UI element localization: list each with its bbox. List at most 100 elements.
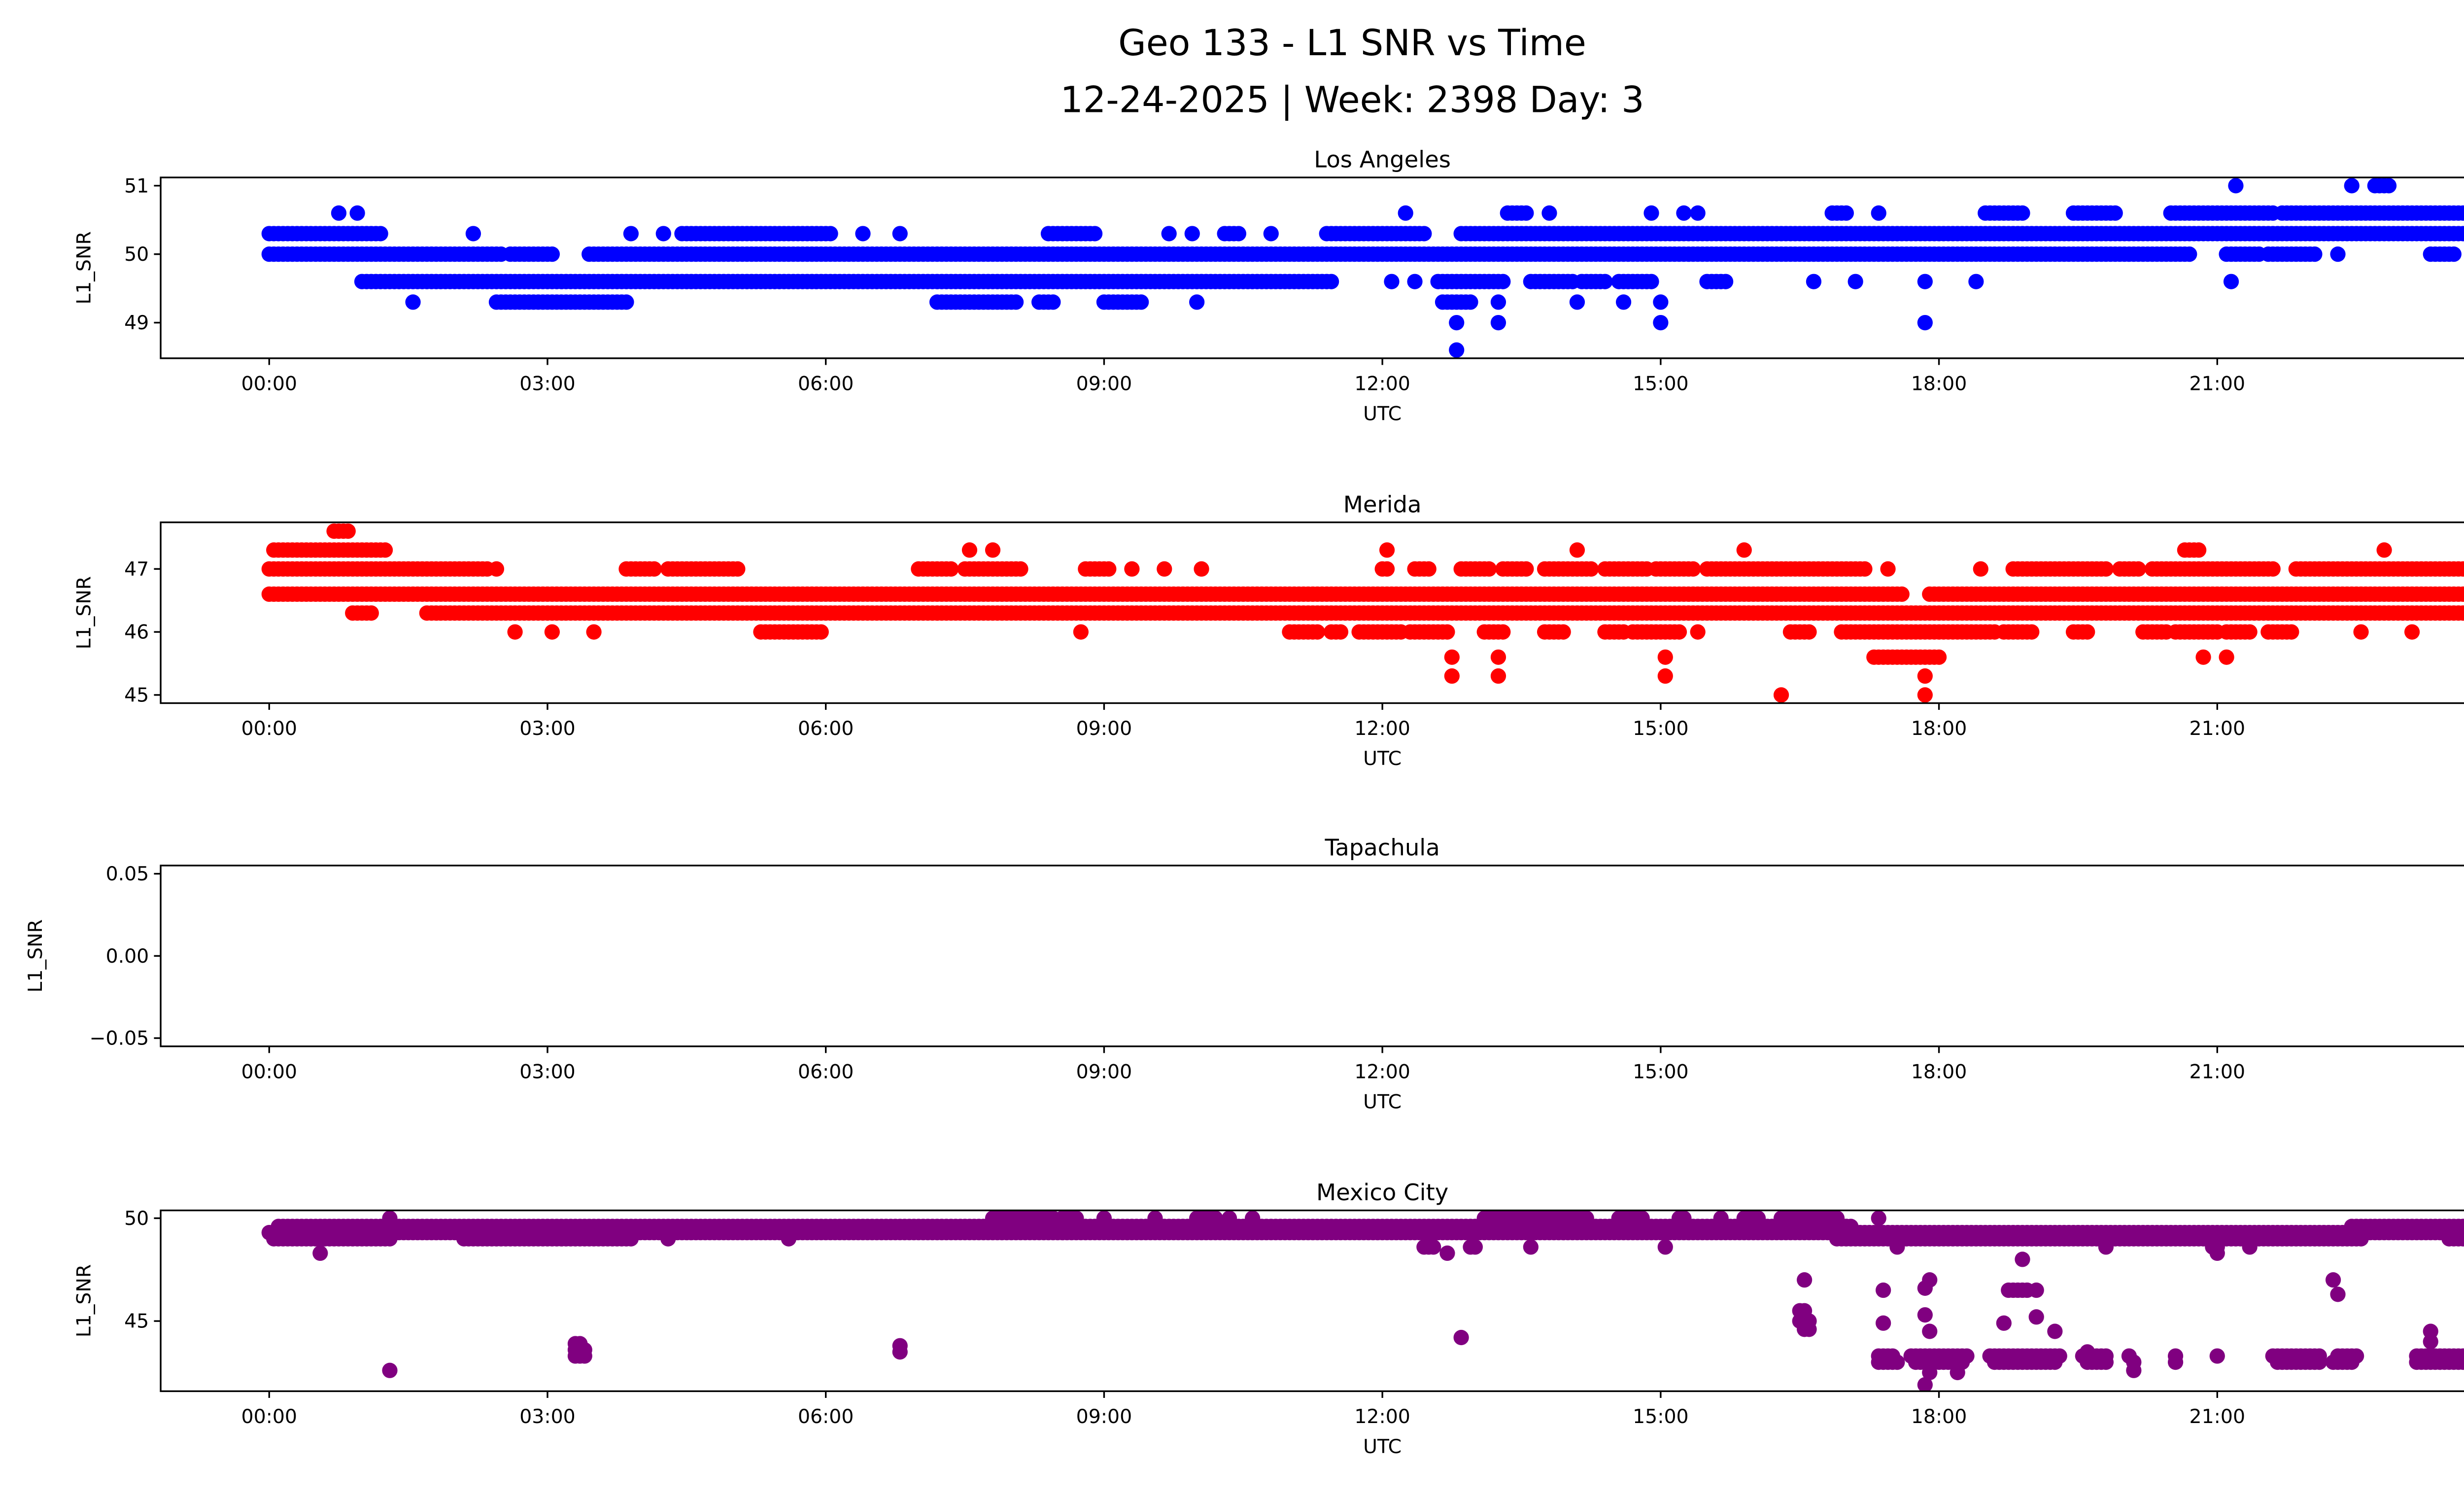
data-point (2228, 178, 2244, 194)
x-tick-label: 21:00 (2190, 372, 2245, 395)
x-tick-label: 21:00 (2190, 1405, 2245, 1428)
data-point (1449, 314, 1465, 331)
data-point (1917, 1307, 1933, 1323)
data-point (2107, 205, 2123, 221)
data-point (781, 1231, 797, 1247)
data-point (1950, 1364, 1965, 1381)
x-tick-label: 18:00 (1911, 717, 1967, 740)
data-point (1583, 561, 1599, 577)
y-axis-label: L1_SNR (72, 231, 95, 304)
data-point (1189, 294, 1205, 310)
data-point (1597, 274, 1613, 289)
data-point (1379, 561, 1395, 577)
scatter-series (261, 1210, 2464, 1391)
data-point (1008, 294, 1024, 310)
data-point (2325, 1272, 2341, 1288)
data-point (2460, 606, 2464, 620)
data-point (1439, 1245, 1455, 1261)
data-point (1876, 1282, 1891, 1298)
data-point (2330, 1286, 2346, 1302)
data-point (1917, 687, 1933, 703)
data-point (586, 624, 602, 640)
data-point (488, 561, 505, 577)
y-axis-label: L1_SNR (72, 1264, 95, 1337)
data-point (1231, 226, 1247, 242)
data-point (2311, 1354, 2327, 1370)
chart-title: Geo 133 - L1 SNR vs Time (1118, 22, 1586, 64)
data-point (382, 1231, 398, 1247)
data-point (1857, 561, 1873, 577)
x-tick-label: 06:00 (798, 717, 854, 740)
x-tick-label: 18:00 (1911, 1060, 1967, 1083)
data-point (382, 1210, 398, 1226)
data-point (1523, 1239, 1539, 1255)
data-point (1973, 561, 1988, 577)
data-point (2219, 649, 2234, 665)
data-point (1996, 1315, 2012, 1331)
data-point (1917, 1280, 1933, 1296)
panels: Los Angeles 00:00 03:00 06:00 09:00 12:00 15:0… (24, 146, 2464, 1458)
data-point (2223, 274, 2239, 289)
data-point (1221, 1210, 1237, 1226)
data-point (1555, 624, 1571, 640)
data-point (1871, 1210, 1886, 1226)
data-point (1917, 274, 1933, 289)
data-point (331, 205, 347, 221)
data-point (1922, 1323, 1938, 1339)
data-point (2376, 542, 2392, 558)
data-point (2446, 246, 2462, 262)
x-tick-label: 12:00 (1354, 717, 1410, 740)
data-point (1416, 226, 1432, 242)
data-point (2191, 542, 2207, 558)
data-point (660, 1231, 676, 1247)
data-point (2028, 1282, 2044, 1298)
y-axis-label: L1_SNR (72, 576, 95, 649)
data-point (1657, 1239, 1673, 1255)
data-point (1917, 314, 1933, 331)
data-point (1796, 1272, 1813, 1288)
y-tick-label: 0.00 (106, 945, 149, 968)
data-point (1876, 1315, 1891, 1331)
data-point (2098, 1354, 2114, 1370)
data-point (892, 1344, 908, 1360)
data-point (1073, 624, 1089, 640)
data-point (813, 624, 829, 640)
data-point (943, 561, 959, 577)
data-point (373, 226, 388, 242)
y-tick-label: 45 (124, 1310, 149, 1333)
x-axis-label: UTC (1363, 1435, 1402, 1458)
data-point (1843, 1218, 1859, 1234)
data-point (1407, 274, 1423, 289)
data-point (623, 1231, 639, 1247)
data-point (1634, 1210, 1650, 1226)
data-point (1653, 314, 1669, 331)
x-axis-label: UTC (1363, 747, 1402, 770)
x-tick-label: 18:00 (1911, 372, 1967, 395)
data-point (1444, 668, 1460, 684)
data-point (1068, 1210, 1084, 1226)
data-point (1736, 542, 1752, 558)
data-point (1643, 274, 1659, 289)
data-point (1690, 624, 1706, 640)
data-point (2353, 1231, 2369, 1247)
data-point (2242, 1239, 2258, 1255)
data-point (1801, 1321, 1817, 1337)
data-point (2404, 624, 2420, 640)
data-point (1157, 561, 1172, 577)
x-tick-label: 00:00 (241, 372, 297, 395)
data-point (312, 1245, 328, 1261)
x-tick-label: 03:00 (519, 1060, 575, 1083)
data-point (1045, 294, 1061, 310)
data-point (382, 1362, 398, 1378)
data-point (1207, 1210, 1223, 1226)
data-point (349, 205, 365, 221)
data-point (2265, 561, 2281, 577)
x-tick-label: 12:00 (1354, 372, 1410, 395)
panel-merida: Merida 00:00 03:00 06:00 09:00 12:00 15:00 18:0… (72, 491, 2464, 770)
data-point (2330, 246, 2346, 262)
data-point (507, 624, 523, 640)
data-point (2028, 1309, 2044, 1325)
data-point (577, 1348, 592, 1364)
data-point (2460, 1232, 2464, 1246)
x-tick-label: 12:00 (1354, 1405, 1410, 1428)
